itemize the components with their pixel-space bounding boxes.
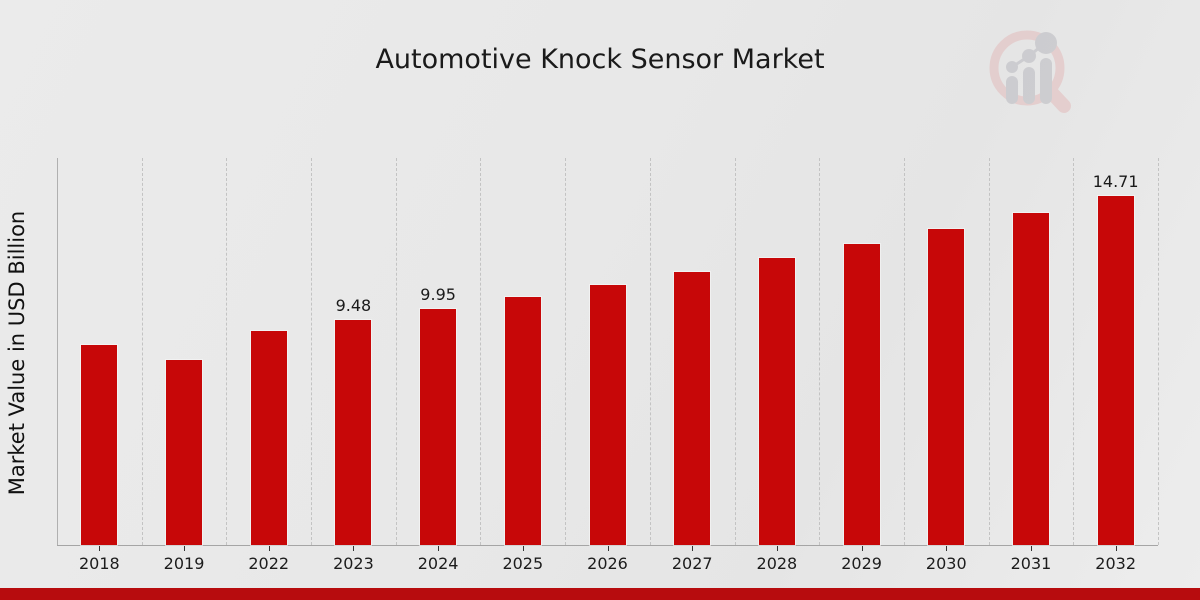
- bar-2032: [1098, 196, 1134, 545]
- x-tick-label-2023: 2023: [333, 554, 374, 573]
- vertical-gridline: [734, 158, 736, 545]
- bar-2028: [759, 258, 795, 545]
- chart-title: Automotive Knock Sensor Market: [375, 44, 825, 75]
- x-tick-mark: [946, 546, 948, 551]
- x-tick-mark: [438, 546, 440, 551]
- vertical-gridline: [395, 158, 397, 545]
- bar-2023: [335, 320, 371, 545]
- market-research-magnifier-logo: [989, 30, 1071, 113]
- x-tick-label-2022: 2022: [248, 554, 290, 573]
- x-tick-mark: [353, 546, 355, 551]
- x-axis-line: [57, 545, 1158, 546]
- bar-2024: [420, 309, 456, 545]
- x-tick-mark: [861, 546, 863, 551]
- x-tick-label-2019: 2019: [163, 554, 205, 573]
- bar-2029: [844, 244, 880, 545]
- x-tick-label-2032: 2032: [1095, 554, 1136, 573]
- x-tick-label-2018: 2018: [78, 554, 120, 573]
- bar-value-label-2024: 9.95: [420, 285, 456, 304]
- bar-value-label-2023: 9.48: [335, 296, 372, 315]
- x-tick-mark: [522, 546, 524, 551]
- vertical-gridline: [1073, 158, 1075, 545]
- bar-value-label-2032: 14.71: [1092, 172, 1139, 191]
- x-tick-label-2028: 2028: [756, 554, 798, 573]
- x-tick-label-2029: 2029: [841, 554, 882, 573]
- x-tick-label-2026: 2026: [587, 554, 628, 573]
- bar-2022: [251, 331, 287, 545]
- x-tick-label-2030: 2030: [925, 554, 967, 573]
- y-axis-line: [57, 158, 58, 545]
- bar-2019: [166, 360, 202, 545]
- vertical-gridline: [480, 158, 482, 545]
- bar-2030: [928, 229, 964, 545]
- x-tick-label-2025: 2025: [502, 554, 544, 573]
- ascending-bar-chart-glyph: [1006, 32, 1057, 104]
- bar-2027: [674, 272, 710, 545]
- x-tick-mark: [268, 546, 270, 551]
- vertical-gridline: [988, 158, 990, 545]
- vertical-gridline: [819, 158, 821, 545]
- x-tick-label-2031: 2031: [1010, 554, 1052, 573]
- x-tick-mark: [607, 546, 609, 551]
- x-tick-label-2024: 2024: [417, 554, 459, 573]
- x-tick-mark: [99, 546, 101, 551]
- vertical-gridline: [649, 158, 651, 545]
- vertical-gridline: [311, 158, 313, 545]
- vertical-gridline: [141, 158, 143, 545]
- x-tick-mark: [184, 546, 186, 551]
- bar-2025: [505, 297, 541, 545]
- x-tick-mark: [1115, 546, 1117, 551]
- x-tick-mark: [692, 546, 694, 551]
- x-tick-mark: [776, 546, 778, 551]
- vertical-gridline: [565, 158, 567, 545]
- vertical-gridline: [226, 158, 228, 545]
- bar-2026: [590, 285, 626, 545]
- bar-2031: [1013, 213, 1049, 545]
- bar-2018: [81, 345, 117, 545]
- footer-accent-bar: [0, 588, 1200, 600]
- vertical-gridline: [903, 158, 905, 545]
- x-tick-mark: [1030, 546, 1032, 551]
- vertical-gridline: [1158, 158, 1159, 545]
- x-tick-label-2027: 2027: [671, 554, 713, 573]
